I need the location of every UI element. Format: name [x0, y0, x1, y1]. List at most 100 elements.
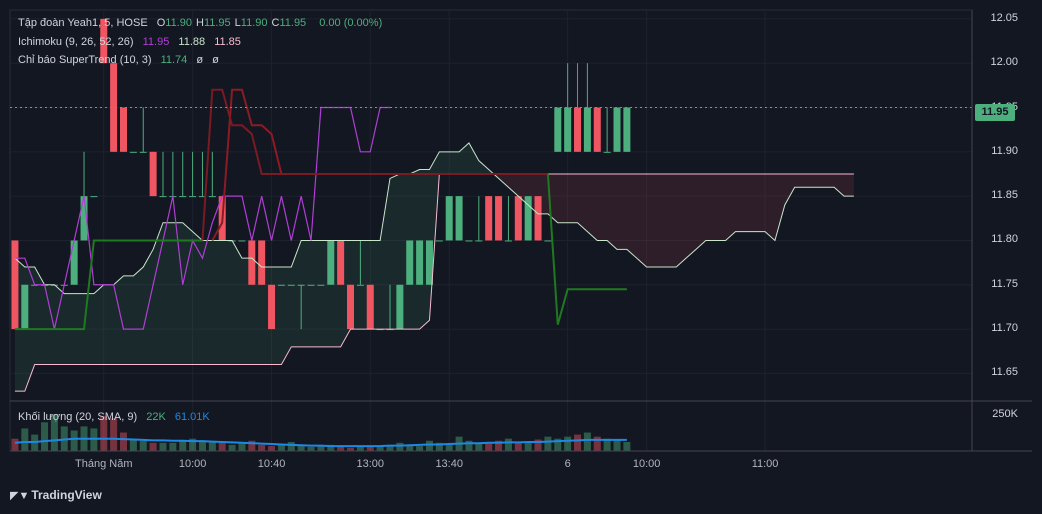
- volume-bar: [465, 440, 473, 451]
- axes: [10, 10, 1032, 452]
- volume-sma-value: 61.01K: [174, 411, 210, 423]
- supertrend-label: Chỉ báo SuperTrend (10, 3): [18, 54, 152, 66]
- candle-body: [258, 240, 266, 285]
- ohlc-l-value: L11.90: [235, 17, 268, 29]
- volume-bar: [623, 441, 631, 451]
- candle-body: [268, 284, 276, 330]
- candle-body: [307, 284, 315, 286]
- tradingview-icon: ◤▼: [10, 490, 30, 502]
- volume-bar: [218, 442, 226, 451]
- candle-body: [554, 107, 562, 152]
- candle-body: [21, 284, 29, 330]
- candle-body: [110, 63, 118, 152]
- volume-bar: [416, 446, 424, 451]
- volume-bar: [21, 428, 29, 451]
- symbol-label: Tập đoàn Yeah1, 5, HOSE: [18, 17, 148, 29]
- volume-bar: [129, 438, 137, 451]
- candle-body: [149, 151, 157, 197]
- ohlc-number: 11.90: [240, 17, 268, 29]
- candle-body: [277, 284, 285, 286]
- tradingview-logo[interactable]: ◤▼ TradingView: [10, 488, 102, 502]
- volume-bar: [337, 446, 345, 451]
- ohlc-key: C: [271, 17, 280, 29]
- volume-bar: [495, 440, 503, 451]
- candle-body: [623, 107, 631, 152]
- volume-bar: [297, 446, 305, 451]
- indicator-lines: [10, 88, 972, 392]
- ichimoku-kijun-value: 11.88: [178, 36, 206, 48]
- legend-volume-row: Khối lượng (20, SMA, 9) 22K 61.01K: [18, 410, 216, 424]
- candle-body: [564, 107, 572, 152]
- legend-symbol-row: Tập đoàn Yeah1, 5, HOSE O11.90 H11.95 L11.…: [18, 16, 388, 30]
- volume-bar: [356, 446, 364, 451]
- volume-bar: [120, 432, 128, 451]
- ichimoku-span-value: 11.85: [214, 36, 241, 48]
- volume-bar: [268, 446, 276, 451]
- volume-bar: [287, 441, 295, 451]
- ohlc-values: O11.90 H11.95 L11.90 C11.95: [157, 17, 310, 29]
- candle-body: [179, 196, 187, 198]
- volume-bar: [50, 414, 58, 451]
- x-tick-label: 10:00: [178, 458, 207, 470]
- candle-body: [347, 284, 355, 330]
- ohlc-key: H: [196, 17, 204, 29]
- volume-bar: [583, 432, 591, 451]
- volume-bar: [554, 438, 562, 451]
- volume-bar: [139, 440, 147, 451]
- y-tick-label: 11.80: [991, 233, 1018, 246]
- candle-body: [425, 240, 433, 285]
- volume-bar: [564, 436, 572, 451]
- volume-bar: [307, 446, 315, 451]
- y-tick-label: 12.05: [990, 11, 1018, 24]
- ichimoku-tenkan-value: 11.95: [142, 36, 170, 48]
- candle-body: [139, 151, 147, 153]
- volume-bar: [110, 418, 118, 451]
- candle-body: [80, 196, 88, 241]
- ohlc-key: O: [156, 17, 166, 29]
- volume-bar: [485, 443, 493, 451]
- brand-label: TradingView: [31, 488, 102, 502]
- ohlc-number: 11.95: [203, 17, 231, 29]
- legend-supertrend-row: Chỉ báo SuperTrend (10, 3) 11.74 ø ø: [18, 53, 225, 67]
- volume-bar: [258, 444, 266, 451]
- candle-body: [100, 18, 108, 64]
- supertrend-value: 11.74: [160, 54, 188, 66]
- x-tick-label: 11:00: [751, 458, 779, 470]
- change-value: 0.00 (0.00%): [319, 17, 383, 29]
- volume-bar: [603, 438, 611, 451]
- candle-body: [248, 240, 256, 285]
- volume-bar: [534, 439, 542, 451]
- ichimoku-cloud: [14, 142, 854, 392]
- ohlc-o-value: O11.90: [157, 17, 192, 29]
- last-price-tag: 11.95: [975, 104, 1015, 121]
- candle-body: [613, 107, 621, 152]
- volume-bar: [149, 442, 157, 451]
- volume-bar: [504, 438, 512, 451]
- candle-body: [297, 284, 305, 286]
- supertrend-line: [546, 173, 627, 325]
- volume-bar: [327, 444, 335, 451]
- supertrend-line: [14, 239, 203, 331]
- volume-bar: [208, 441, 216, 451]
- y-tick-label: 12.00: [990, 56, 1018, 69]
- candle-body: [356, 284, 364, 286]
- volume-bar: [238, 443, 246, 451]
- candle-body: [120, 107, 128, 152]
- volume-bar: [406, 444, 414, 451]
- candle-body: [603, 151, 611, 153]
- volume-bar: [189, 438, 197, 451]
- volume-bar: [593, 436, 601, 451]
- x-tick-label: Tháng Năm: [75, 458, 133, 470]
- volume-bar: [317, 446, 325, 451]
- volume-axis-label: 250K: [992, 408, 1018, 420]
- candle-body: [455, 196, 463, 241]
- candle-body: [337, 240, 345, 285]
- x-tick-label: 13:00: [356, 458, 385, 470]
- x-tick-label: 10:40: [257, 458, 286, 470]
- candle-body: [504, 240, 512, 242]
- volume-bars: [11, 414, 631, 451]
- candle-body: [11, 240, 19, 330]
- candle-body: [574, 107, 582, 152]
- candle-body: [435, 240, 443, 242]
